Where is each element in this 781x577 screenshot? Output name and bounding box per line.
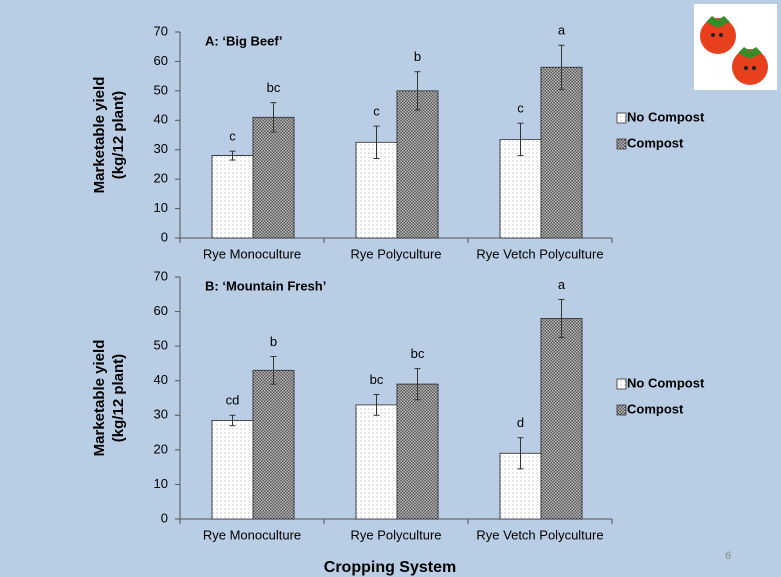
- x-axis-label: Cropping System: [324, 559, 456, 576]
- y-axis-label: (kg/12 plant): [110, 91, 127, 179]
- y-tick-label: 70: [154, 268, 168, 283]
- y-axis-label: Marketable yield: [91, 77, 108, 194]
- significance-letter: bc: [370, 372, 384, 387]
- chart-title: A: ‘Big Beef’: [205, 33, 283, 48]
- slide: 6 Cropping System 0 10 20 30 40 50 60 70 A: ‘Big…: [0, 0, 781, 577]
- x-tick-label: Rye Vetch Polyculture: [476, 527, 603, 542]
- y-axis-label: Marketable yield: [91, 340, 108, 457]
- y-tick-label: 60: [154, 303, 168, 318]
- bar-pattern: [541, 67, 582, 238]
- y-tick-label: 40: [154, 112, 168, 127]
- bar-pattern: [212, 420, 253, 519]
- chart-title: B: ‘Mountain Fresh’: [205, 278, 326, 293]
- legend-label: No Compost: [627, 375, 705, 390]
- legend-swatch: [617, 405, 626, 415]
- y-tick-label: 30: [154, 141, 168, 156]
- y-tick-label: 0: [161, 229, 168, 244]
- x-tick-label: Rye Monoculture: [203, 246, 301, 261]
- bar-pattern: [253, 370, 294, 519]
- x-tick-label: Rye Monoculture: [203, 527, 301, 542]
- significance-letter: c: [373, 104, 380, 119]
- y-tick-label: 0: [161, 510, 168, 525]
- significance-letter: bc: [267, 80, 281, 95]
- legend-swatch: [617, 113, 626, 123]
- y-tick-label: 40: [154, 372, 168, 387]
- x-tick-label: Rye Vetch Polyculture: [476, 246, 603, 261]
- y-tick-label: 10: [154, 200, 168, 215]
- significance-letter: a: [558, 277, 566, 292]
- y-axis-label: (kg/12 plant): [110, 354, 127, 442]
- significance-letter: c: [517, 101, 524, 116]
- significance-letter: cd: [226, 393, 240, 408]
- y-tick-label: 30: [154, 407, 168, 422]
- legend-label: Compost: [627, 135, 684, 150]
- tomato-image: [694, 4, 777, 90]
- y-tick-label: 50: [154, 338, 168, 353]
- y-tick-label: 50: [154, 82, 168, 97]
- bar-pattern: [253, 117, 294, 238]
- legend-swatch: [617, 379, 626, 389]
- legend-label: No Compost: [627, 109, 705, 124]
- significance-letter: d: [517, 415, 524, 430]
- y-tick-label: 10: [154, 476, 168, 491]
- y-tick-label: 70: [154, 23, 168, 38]
- significance-letter: bc: [411, 346, 425, 361]
- bar-pattern: [356, 405, 397, 519]
- legend-swatch: [617, 139, 626, 149]
- significance-letter: a: [558, 23, 566, 38]
- significance-letter: b: [414, 49, 421, 64]
- y-tick-label: 20: [154, 441, 168, 456]
- bar-pattern: [397, 384, 438, 519]
- significance-letter: b: [270, 334, 277, 349]
- legend-label: Compost: [627, 401, 684, 416]
- bar-pattern: [212, 156, 253, 238]
- significance-letter: c: [229, 129, 236, 144]
- page-number: 6: [725, 550, 731, 562]
- bar-pattern: [397, 91, 438, 238]
- x-tick-label: Rye Polyculture: [350, 527, 441, 542]
- x-tick-label: Rye Polyculture: [350, 246, 441, 261]
- bar-pattern: [541, 318, 582, 519]
- y-tick-label: 60: [154, 53, 168, 68]
- y-tick-label: 20: [154, 171, 168, 186]
